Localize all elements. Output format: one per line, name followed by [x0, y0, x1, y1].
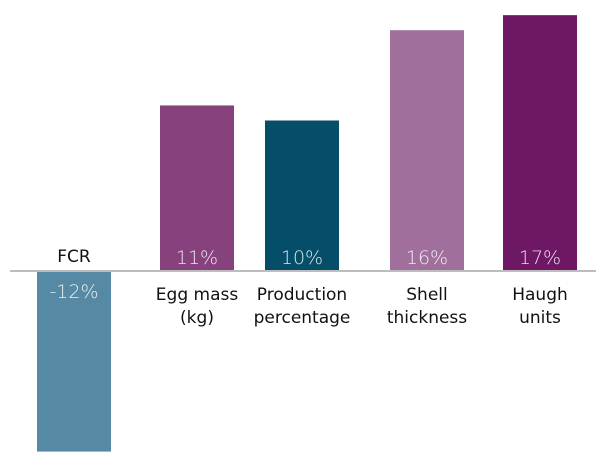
- category-label-line: Shell: [406, 285, 447, 305]
- category-label-fcr: FCR: [57, 247, 91, 267]
- category-label-line: units: [519, 308, 561, 328]
- value-label-haugh-units: 17%: [519, 247, 561, 269]
- category-label-egg-mass-kg: Egg mass (kg): [156, 285, 239, 328]
- bars-group: [37, 15, 577, 452]
- category-label-line: thickness: [387, 308, 467, 328]
- bar-haugh-units: [503, 15, 577, 272]
- category-label-line: Egg mass: [156, 285, 239, 305]
- category-label-haugh-units: Haugh units: [512, 285, 568, 328]
- bar-production-percentage: [265, 120, 339, 271]
- value-label-production-percentage: 10%: [281, 247, 323, 269]
- bar-egg-mass-kg: [160, 105, 234, 271]
- category-label-line: percentage: [254, 308, 351, 328]
- labels-group: -12% FCR 11% Egg mass (kg) 10% Production perce…: [49, 247, 567, 328]
- category-label-line: Haugh: [512, 285, 568, 305]
- category-label-production-percentage: Production percentage: [254, 285, 351, 328]
- category-label-line: (kg): [180, 308, 214, 328]
- bar-shell-thickness: [390, 30, 464, 272]
- value-label-shell-thickness: 16%: [406, 247, 448, 269]
- bar-fcr: [37, 271, 111, 452]
- value-label-egg-mass-kg: 11%: [176, 247, 218, 269]
- category-label-line: Production: [257, 285, 347, 305]
- category-label-shell-thickness: Shell thickness: [387, 285, 467, 328]
- value-label-fcr: -12%: [49, 281, 98, 303]
